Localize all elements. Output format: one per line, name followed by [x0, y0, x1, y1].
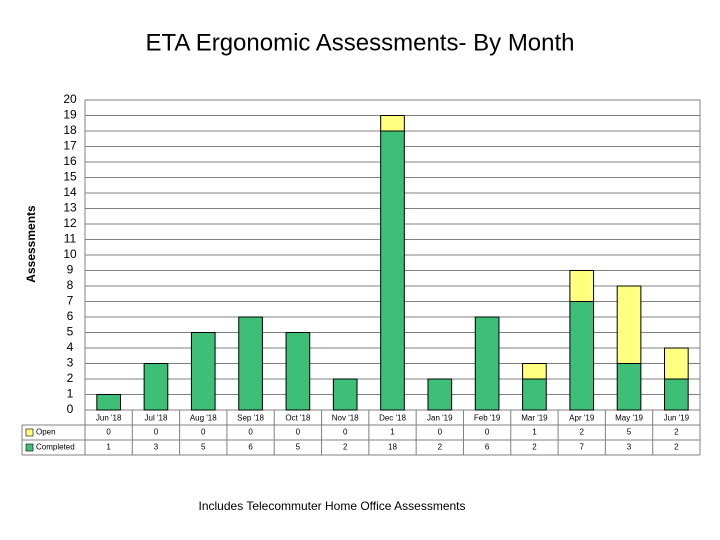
- bar-segment: [96, 394, 121, 411]
- table-value: 5: [627, 428, 632, 437]
- bar-segment: [522, 363, 547, 380]
- y-tick-label: 2: [67, 371, 74, 385]
- table-value: 2: [532, 443, 537, 452]
- table-value: 0: [343, 428, 348, 437]
- x-tick-label: Mar '19: [521, 414, 548, 423]
- bar-segment: [664, 347, 689, 380]
- bar-segment: [474, 316, 500, 411]
- table-value: 0: [438, 428, 443, 437]
- y-tick-label: 3: [67, 356, 74, 370]
- bar-segment: [332, 378, 358, 411]
- bar-segment: [569, 270, 595, 302]
- x-tick-label: Oct '18: [285, 414, 311, 423]
- bar-segment: [238, 316, 263, 411]
- y-tick-label: 7: [67, 294, 74, 308]
- x-tick-label: Sep '18: [237, 414, 264, 423]
- legend-label: Open: [36, 428, 56, 437]
- table-value: 6: [485, 443, 490, 452]
- x-tick-label: Nov '18: [332, 414, 359, 423]
- x-tick-label: Apr '19: [569, 414, 595, 423]
- x-tick-label: Jul '18: [145, 414, 168, 423]
- table-value: 6: [248, 443, 253, 452]
- y-tick-label: 9: [67, 263, 74, 277]
- bar-segment: [143, 363, 169, 411]
- table-value: 2: [438, 443, 443, 452]
- y-tick-label: 15: [63, 170, 77, 184]
- y-tick-label: 16: [63, 154, 77, 168]
- bar-segment: [285, 332, 311, 411]
- y-tick-label: 20: [63, 92, 77, 106]
- y-tick-label: 8: [67, 278, 74, 292]
- chart-title: ETA Ergonomic Assessments- By Month: [145, 29, 574, 56]
- y-tick-label: 4: [67, 340, 74, 354]
- legend-swatch: [25, 443, 34, 452]
- table-value: 0: [106, 428, 111, 437]
- x-tick-label: Aug '18: [190, 414, 217, 423]
- table-value: 5: [296, 443, 301, 452]
- table-value: 0: [248, 428, 253, 437]
- legend-label: Completed: [36, 443, 75, 452]
- table-value: 0: [201, 428, 206, 437]
- table-value: 1: [532, 428, 537, 437]
- y-tick-label: 12: [63, 216, 77, 230]
- y-tick-label: 14: [63, 185, 77, 199]
- bar-segment: [616, 363, 642, 411]
- footnote: Includes Telecommuter Home Office Assess…: [199, 499, 466, 513]
- x-tick-label: Jan '19: [427, 414, 453, 423]
- y-tick-label: 13: [63, 201, 77, 215]
- table-value: 18: [388, 443, 397, 452]
- table-value: 0: [485, 428, 490, 437]
- table-value: 7: [580, 443, 585, 452]
- y-tick-label: 6: [67, 309, 74, 323]
- x-tick-label: May '19: [615, 414, 643, 423]
- bar-segment: [569, 301, 595, 411]
- y-tick-label: 11: [64, 232, 77, 246]
- table-value: 0: [296, 428, 301, 437]
- x-tick-label: Jun '18: [96, 414, 122, 423]
- bar-segment: [380, 115, 405, 132]
- table-value: 2: [674, 428, 679, 437]
- table-value: 3: [154, 443, 159, 452]
- y-tick-label: 5: [67, 325, 74, 339]
- bar-segment: [664, 378, 689, 411]
- bar-segment: [616, 285, 642, 364]
- table-value: 3: [627, 443, 632, 452]
- y-tick-label: 10: [63, 247, 77, 261]
- x-tick-label: Dec '18: [379, 414, 406, 423]
- table-value: 2: [674, 443, 679, 452]
- y-tick-label: 17: [63, 139, 77, 153]
- legend-swatch: [25, 428, 34, 437]
- bar-segment: [427, 378, 453, 411]
- table-value: 5: [201, 443, 206, 452]
- x-tick-label: Jun '19: [664, 414, 690, 423]
- y-tick-label: 1: [67, 387, 74, 401]
- x-tick-label: Feb '19: [474, 414, 501, 423]
- table-value: 0: [154, 428, 159, 437]
- bar-segment: [190, 332, 216, 411]
- y-tick-label: 19: [63, 108, 77, 122]
- bar-segment: [522, 378, 547, 411]
- table-value: 2: [580, 428, 585, 437]
- y-tick-label: 18: [63, 123, 77, 137]
- table-value: 1: [106, 443, 111, 452]
- bar-segment: [380, 130, 405, 411]
- y-tick-label: 0: [67, 402, 74, 416]
- y-axis-label: Assessments: [24, 205, 38, 283]
- table-value: 2: [343, 443, 348, 452]
- table-value: 1: [390, 428, 395, 437]
